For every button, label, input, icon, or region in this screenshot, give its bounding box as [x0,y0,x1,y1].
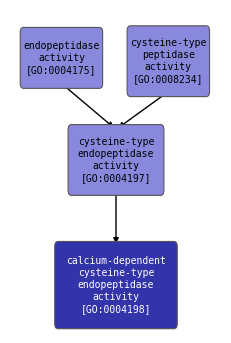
Text: cysteine-type
peptidase
activity
[GO:0008234]: cysteine-type peptidase activity [GO:000… [130,38,206,84]
Text: calcium-dependent
cysteine-type
endopeptidase
activity
[GO:0004198]: calcium-dependent cysteine-type endopept… [66,256,165,314]
FancyBboxPatch shape [20,27,102,88]
Text: cysteine-type
endopeptidase
activity
[GO:0004197]: cysteine-type endopeptidase activity [GO… [77,137,154,183]
Text: endopeptidase
activity
[GO:0004175]: endopeptidase activity [GO:0004175] [23,41,99,75]
FancyBboxPatch shape [127,26,209,97]
FancyBboxPatch shape [68,125,163,196]
FancyBboxPatch shape [55,241,176,329]
